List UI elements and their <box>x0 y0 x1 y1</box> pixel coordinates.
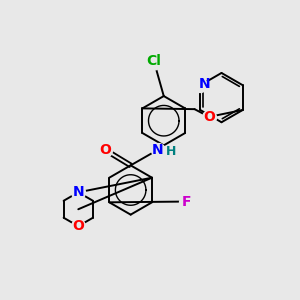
Text: F: F <box>181 195 191 208</box>
Text: N: N <box>199 77 211 91</box>
Text: Cl: Cl <box>146 54 161 68</box>
Text: O: O <box>99 143 111 157</box>
Text: H: H <box>166 145 177 158</box>
Text: N: N <box>152 143 164 157</box>
Text: O: O <box>203 110 215 124</box>
Text: N: N <box>73 185 84 199</box>
Text: O: O <box>72 219 84 233</box>
